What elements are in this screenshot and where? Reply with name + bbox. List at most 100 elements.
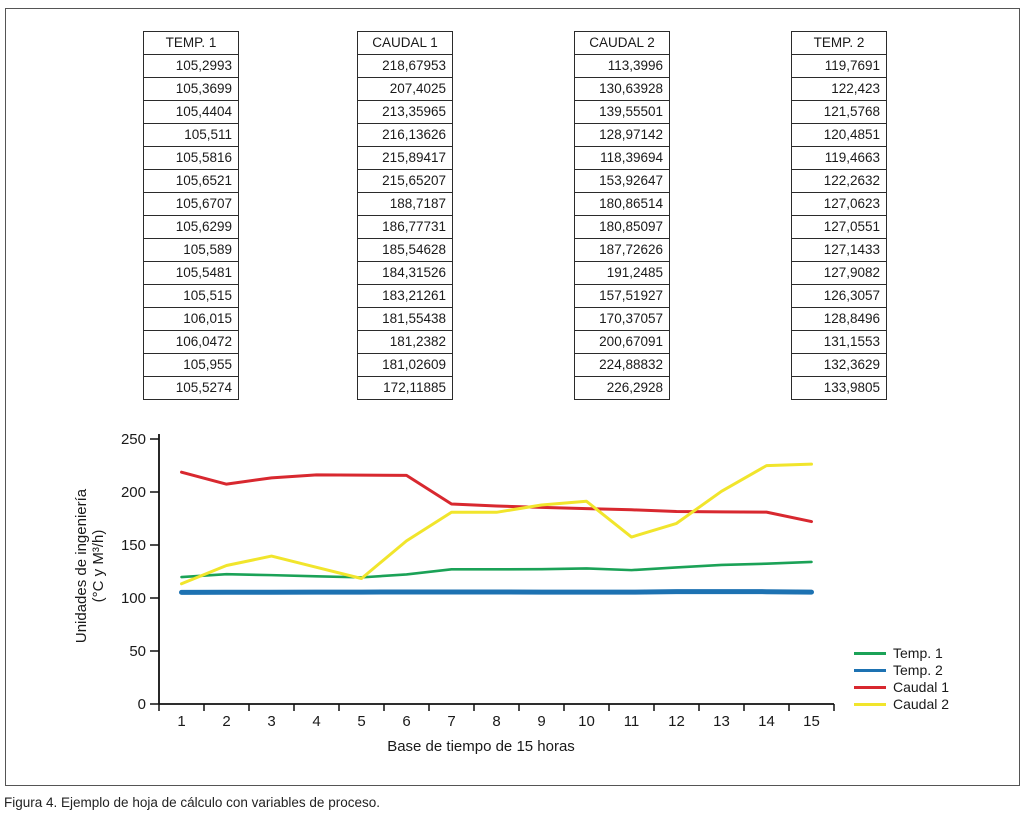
x-tick-label: 7 (447, 713, 455, 730)
table-row: 128,8496 (791, 307, 887, 331)
x-tick-label: 15 (803, 713, 820, 730)
table-row: 105,5481 (143, 261, 239, 285)
x-axis-title: Base de tiempo de 15 horas (387, 738, 575, 755)
table-row: 118,39694 (574, 146, 670, 170)
x-tick-label: 13 (713, 713, 730, 730)
x-tick-label: 1 (177, 713, 185, 730)
table-cell: 105,955 (143, 353, 239, 377)
table-header-row: CAUDAL 1 (357, 31, 453, 55)
y-tick-label: 50 (129, 643, 146, 660)
table-cell: 105,2993 (143, 54, 239, 78)
table-cell: 170,37057 (574, 307, 670, 331)
table-cell: 188,7187 (357, 192, 453, 216)
table-cell: 122,2632 (791, 169, 887, 193)
table-cell: 133,9805 (791, 376, 887, 400)
x-tick-label: 2 (222, 713, 230, 730)
table-cell: 127,9082 (791, 261, 887, 285)
y-tick-label: 200 (121, 484, 146, 501)
table-cell: 226,2928 (574, 376, 670, 400)
table-row: 127,0551 (791, 215, 887, 239)
table-row: 153,92647 (574, 169, 670, 193)
legend-item-temp-2: Temp. 2 (854, 662, 1014, 679)
table-row: 122,2632 (791, 169, 887, 193)
table-row: 127,0623 (791, 192, 887, 216)
table-cell: 213,35965 (357, 100, 453, 124)
table-row: 216,13626 (357, 123, 453, 147)
y-tick-label: 150 (121, 537, 146, 554)
table-cell: 122,423 (791, 77, 887, 101)
table-row: 105,4404 (143, 100, 239, 124)
legend-label: Temp. 1 (893, 645, 943, 661)
table-cell: 128,8496 (791, 307, 887, 331)
table-cell: 105,5816 (143, 146, 239, 170)
x-tick-label: 11 (624, 713, 640, 730)
table-cell: 200,67091 (574, 330, 670, 354)
figure-caption: Figura 4. Ejemplo de hoja de cálculo con… (4, 795, 380, 810)
table-row: 105,515 (143, 284, 239, 308)
series-line-temp-2 (179, 589, 814, 595)
table-header: CAUDAL 2 (574, 31, 670, 55)
series-line-caudal-1 (180, 470, 813, 524)
table-row: 133,9805 (791, 376, 887, 400)
table-row: 105,6299 (143, 215, 239, 239)
legend-label: Caudal 2 (893, 696, 950, 712)
x-tick-label: 12 (668, 713, 685, 730)
table-cell: 186,77731 (357, 215, 453, 239)
legend-item-temp-1: Temp. 1 (854, 645, 1014, 662)
x-tick-label: 8 (492, 713, 500, 730)
legend-label: Temp. 2 (893, 662, 943, 678)
table-cell: 105,6707 (143, 192, 239, 216)
table-header: CAUDAL 1 (357, 31, 453, 55)
table-row: 127,9082 (791, 261, 887, 285)
table-cell: 127,0551 (791, 215, 887, 239)
table-row: 105,5816 (143, 146, 239, 170)
y-tick-label: 0 (138, 696, 146, 713)
table-row: 106,015 (143, 307, 239, 331)
table-body: 119,7691 122,423 121,5768 120,4851 119,4663 1… (791, 54, 887, 400)
table-cell: 157,51927 (574, 284, 670, 308)
legend-color-swatch (854, 652, 886, 655)
legend-item-caudal-2: Caudal 2 (854, 696, 1014, 713)
table-body: 218,67953 207,4025 213,35965 216,13626 215,8… (357, 54, 453, 400)
chart-legend: Temp. 1 Temp. 2 Caudal 1 Caudal 2 (854, 645, 1014, 713)
table-row: 105,589 (143, 238, 239, 262)
table-cell: 106,015 (143, 307, 239, 331)
table-row: 105,2993 (143, 54, 239, 78)
table-cell: 127,0623 (791, 192, 887, 216)
table-row: 181,2382 (357, 330, 453, 354)
table-cell: 183,21261 (357, 284, 453, 308)
table-cell: 105,589 (143, 238, 239, 262)
legend-color-swatch (854, 669, 886, 672)
table-cell: 181,02609 (357, 353, 453, 377)
x-tick-label: 3 (267, 713, 275, 730)
table-row: 180,86514 (574, 192, 670, 216)
table-cell: 105,515 (143, 284, 239, 308)
table-row: 132,3629 (791, 353, 887, 377)
table-row: 139,55501 (574, 100, 670, 124)
table-row: 181,02609 (357, 353, 453, 377)
table-row: 188,7187 (357, 192, 453, 216)
legend-item-caudal-1: Caudal 1 (854, 679, 1014, 696)
table-row: 105,6521 (143, 169, 239, 193)
x-tick-label: 6 (402, 713, 410, 730)
table-header: TEMP. 1 (143, 31, 239, 55)
table-cell: 139,55501 (574, 100, 670, 124)
table-row: 226,2928 (574, 376, 670, 400)
x-tick-label: 9 (537, 713, 545, 730)
table-body: 113,3996 130,63928 139,55501 128,97142 118,3… (574, 54, 670, 400)
table-cell: 191,2485 (574, 261, 670, 285)
table-row: 105,6707 (143, 192, 239, 216)
table-cell: 216,13626 (357, 123, 453, 147)
y-axis-title: Unidades de ingeniería (°C y M³/h) (73, 431, 107, 701)
table-cell: 172,11885 (357, 376, 453, 400)
y-axis-title-line2: (°C y M³/h) (90, 529, 107, 603)
table-row: 183,21261 (357, 284, 453, 308)
data-table-caudal-1: CAUDAL 1 218,67953 207,4025 213,35965 216,1… (357, 31, 453, 400)
table-row: 170,37057 (574, 307, 670, 331)
table-cell: 105,6299 (143, 215, 239, 239)
table-row: 185,54628 (357, 238, 453, 262)
table-row: 105,955 (143, 353, 239, 377)
y-tick-label: 100 (121, 590, 146, 607)
series-line-temp-1 (180, 560, 813, 579)
